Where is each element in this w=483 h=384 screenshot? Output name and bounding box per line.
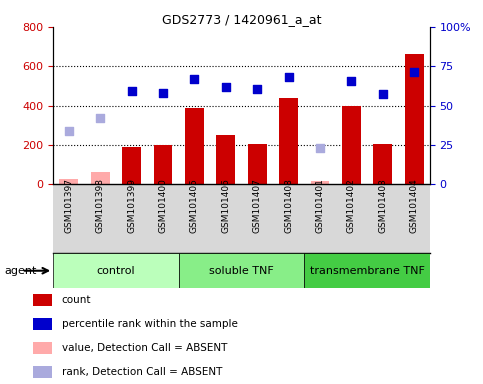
Point: [222, 84, 230, 90]
Text: percentile rank within the sample: percentile rank within the sample: [62, 319, 238, 329]
Point: [97, 115, 104, 121]
Bar: [279, 98, 298, 184]
Bar: [342, 106, 361, 184]
Text: value, Detection Call = ABSENT: value, Detection Call = ABSENT: [62, 343, 227, 353]
Bar: [216, 135, 235, 184]
Point: [379, 91, 387, 97]
Point: [348, 78, 355, 84]
Point: [159, 90, 167, 96]
Text: transmembrane TNF: transmembrane TNF: [310, 266, 425, 276]
Title: GDS2773 / 1420961_a_at: GDS2773 / 1420961_a_at: [162, 13, 321, 26]
Bar: [59, 179, 78, 184]
Point: [411, 69, 418, 75]
Text: agent: agent: [5, 266, 37, 276]
Text: count: count: [62, 295, 91, 305]
Point: [65, 128, 73, 134]
Bar: [405, 55, 424, 184]
Text: soluble TNF: soluble TNF: [209, 266, 274, 276]
Bar: [91, 172, 110, 184]
Bar: [248, 144, 267, 184]
Bar: [373, 144, 392, 184]
Bar: [33, 366, 52, 378]
Bar: [33, 318, 52, 330]
Bar: [154, 145, 172, 184]
Bar: [304, 253, 430, 288]
Bar: [185, 108, 204, 184]
Bar: [33, 342, 52, 354]
Bar: [179, 253, 304, 288]
Point: [191, 76, 199, 82]
Point: [128, 88, 135, 94]
Text: rank, Detection Call = ABSENT: rank, Detection Call = ABSENT: [62, 367, 222, 377]
Text: control: control: [97, 266, 135, 276]
Bar: [53, 253, 179, 288]
Point: [285, 74, 293, 80]
Bar: [311, 181, 329, 184]
Bar: [122, 147, 141, 184]
Point: [253, 86, 261, 92]
Point: [316, 145, 324, 151]
Bar: [33, 294, 52, 306]
